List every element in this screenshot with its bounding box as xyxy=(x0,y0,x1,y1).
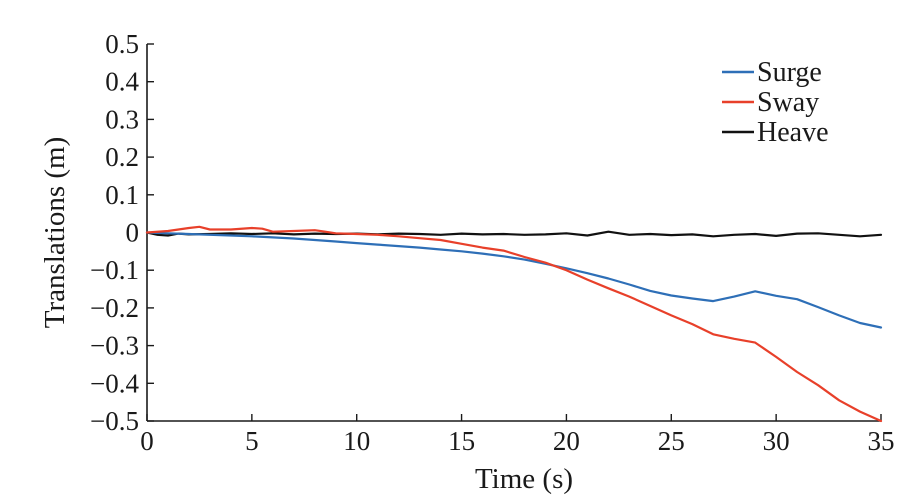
x-tick-label: 30 xyxy=(763,426,790,456)
x-axis-ticks: 0 5 10 15 20 25 30 35 xyxy=(140,414,895,456)
y-tick-label: −0.2 xyxy=(90,293,139,323)
legend-label-sway: Sway xyxy=(757,87,819,118)
y-axis-ticks: 0.5 0.4 0.3 0.2 0.1 0 −0.1 −0.2 −0.3 −0.4 −0.5 xyxy=(90,29,154,436)
y-axis-label: Translations (m) xyxy=(39,137,71,328)
y-tick-label: −0.5 xyxy=(90,406,139,436)
series-lines xyxy=(145,225,883,423)
x-tick-label: 15 xyxy=(448,426,475,456)
x-axis-label: Time (s) xyxy=(475,463,573,495)
y-tick-label: 0.5 xyxy=(105,29,139,59)
y-tick-label: 0.2 xyxy=(105,142,139,172)
y-tick-label: 0 xyxy=(126,218,140,248)
legend-label-heave: Heave xyxy=(757,117,829,148)
x-tick-label: 10 xyxy=(343,426,370,456)
y-tick-label: 0.3 xyxy=(105,104,139,134)
y-tick-label: −0.3 xyxy=(90,331,139,361)
series-line-heave xyxy=(145,230,883,238)
x-tick-label: 0 xyxy=(140,426,154,456)
legend-label-surge: Surge xyxy=(757,57,822,88)
x-tick-label: 35 xyxy=(868,426,895,456)
series-line-surge xyxy=(145,231,883,329)
x-tick-label: 25 xyxy=(658,426,685,456)
x-tick-label: 20 xyxy=(553,426,580,456)
y-tick-label: −0.1 xyxy=(90,255,139,285)
y-tick-label: 0.4 xyxy=(105,67,139,97)
series-line-sway xyxy=(145,225,883,423)
y-tick-label: 0.1 xyxy=(105,180,139,210)
x-tick-label: 5 xyxy=(245,426,259,456)
y-tick-label: −0.4 xyxy=(90,368,139,398)
plot-area: 0.5 0.4 0.3 0.2 0.1 0 −0.1 −0.2 −0.3 −0.4 −0.5 0 5 1… xyxy=(90,29,894,456)
